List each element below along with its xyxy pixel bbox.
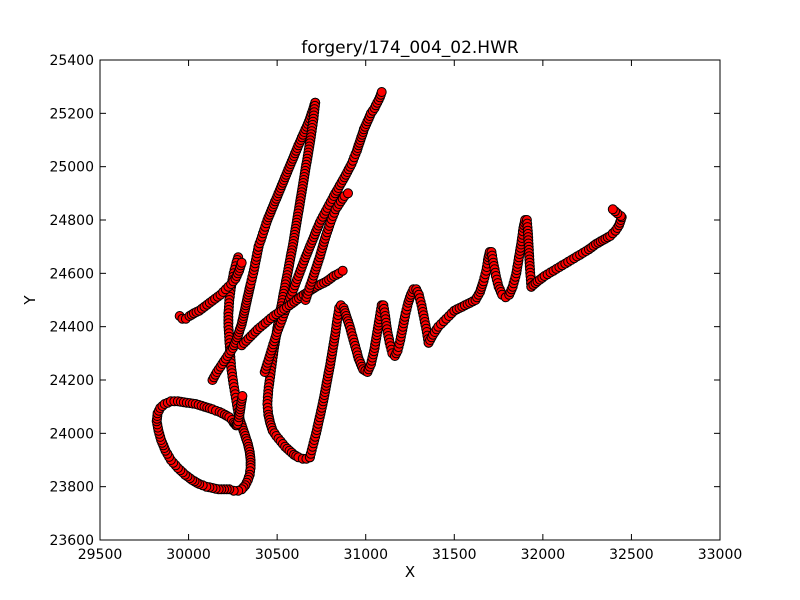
y-axis-title: Y — [21, 295, 39, 306]
data-point — [236, 257, 247, 268]
x-tick-label: 32000 — [521, 547, 566, 563]
x-tick-label: 33000 — [698, 547, 743, 563]
x-axis: 29500 30000 30500 31000 31500 32000 32500 33000 — [78, 60, 743, 563]
y-axis: 23600 23800 24000 24200 24400 24600 24800 25000… — [49, 53, 720, 549]
x-tick-label: 31000 — [343, 547, 388, 563]
x-tick-label: 31500 — [432, 547, 477, 563]
series-markers — [300, 188, 353, 305]
series-markers — [174, 257, 247, 324]
x-tick-label: 30000 — [166, 547, 211, 563]
x-tick-label: 29500 — [78, 547, 123, 563]
chart-title: forgery/174_004_02.HWR — [301, 38, 519, 58]
y-tick-label: 23600 — [49, 533, 94, 549]
data-layer — [151, 87, 627, 496]
x-tick-label: 30500 — [255, 547, 300, 563]
series-markers — [423, 215, 537, 348]
y-tick-label: 23800 — [49, 480, 94, 496]
y-tick-label: 24400 — [49, 320, 94, 336]
data-point — [376, 87, 387, 97]
data-point — [237, 391, 248, 401]
data-point — [343, 188, 353, 199]
x-axis-title: X — [405, 563, 415, 581]
y-tick-label: 25200 — [49, 106, 94, 122]
data-point — [607, 204, 618, 215]
x-tick-label: 32500 — [609, 547, 654, 563]
y-tick-label: 25000 — [49, 160, 94, 176]
plot-area-frame — [99, 59, 721, 541]
series-markers — [526, 204, 627, 292]
y-tick-label: 24000 — [49, 426, 94, 442]
y-tick-label: 25400 — [49, 53, 94, 69]
y-tick-label: 24200 — [49, 373, 94, 389]
data-point — [337, 265, 348, 276]
y-tick-label: 24600 — [49, 266, 94, 282]
y-tick-label: 24800 — [49, 213, 94, 229]
